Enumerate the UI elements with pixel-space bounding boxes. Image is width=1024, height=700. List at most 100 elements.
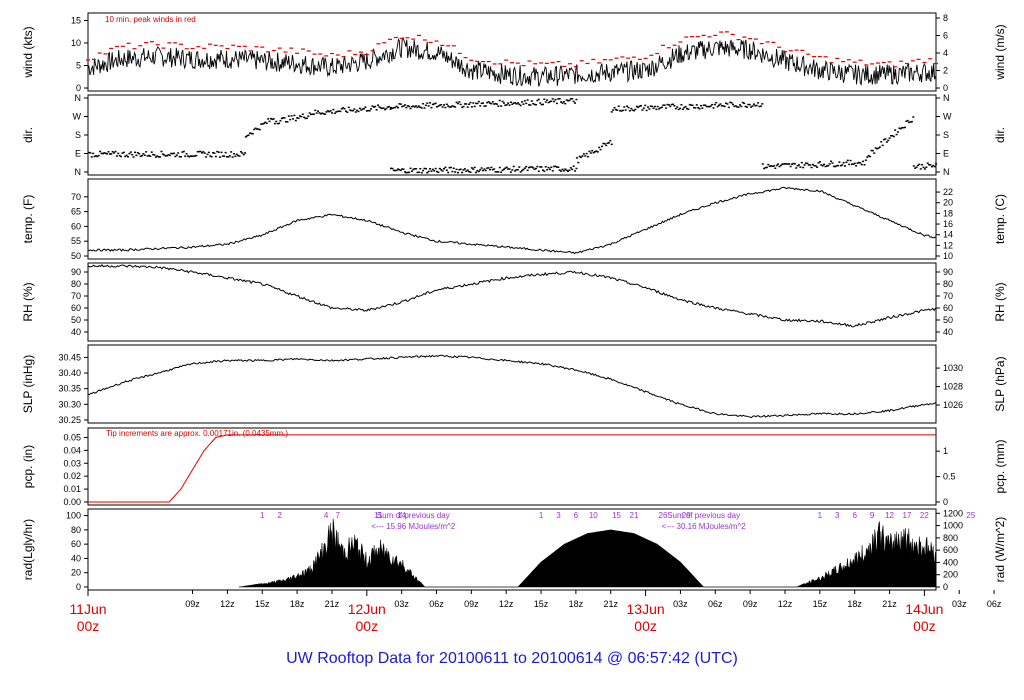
wind-peak-mark [713,34,718,37]
dir-point [771,165,774,168]
dir-point [926,162,929,164]
dir-point [757,102,760,104]
dir-ytick-label-right: N [943,93,950,103]
slp-ytick-label-left: 30.25 [58,415,81,425]
dir-point [838,161,841,163]
x-tick-label: 18z [847,599,862,609]
dir-point [932,164,935,167]
dir-point [880,141,883,143]
wind-peak-mark [213,44,218,46]
dir-point [740,105,743,108]
dir-point [388,105,391,108]
wind-peak-mark [312,53,317,55]
x-day-zulu-label: 00z [77,618,100,634]
dir-point [665,107,668,109]
dir-point [863,164,866,166]
dir-point [797,164,800,166]
x-tick-label: 15z [255,599,270,609]
dir-point [617,105,620,108]
rh-ytick-label-right: 90 [943,267,953,277]
dir-point [235,153,238,156]
dir-point [410,105,413,108]
x-tick-label: 03z [394,599,409,609]
dir-point [600,145,603,148]
wind-peak-mark [190,47,195,50]
dir-point [660,106,663,109]
wind-peak-mark [817,55,822,58]
dir-point [344,110,347,112]
dir-point [734,105,737,107]
temp-ylabel-right: temp. (C) [993,194,1007,244]
dir-point [673,104,676,107]
dir-point [853,162,856,165]
dir-point [367,109,370,112]
wind-peak-mark [341,56,346,58]
rad-total-label: Sum of previous day [377,511,450,520]
dir-point [894,129,897,131]
wind-peak-mark [260,46,265,48]
dir-point [515,169,518,171]
dir-point [933,165,936,168]
temp-ytick-label-left: 70 [71,192,81,202]
wind-peak-mark [196,46,201,48]
dir-point [725,102,728,105]
dir-point [873,152,876,154]
dir-point [891,134,894,137]
dir-point [475,102,478,105]
dir-point [727,106,730,109]
rh-ytick-label-right: 50 [943,315,953,325]
dir-point [767,163,770,166]
wind-peak-mark [463,57,468,59]
wind-peak-mark [678,41,683,43]
dir-point [415,168,418,170]
dir-point [241,152,244,154]
dir-point [282,117,285,119]
wind-peak-mark [109,47,114,50]
rad-ytick-label-left: 0 [76,582,81,592]
dir-point [440,103,443,106]
dir-point [470,106,473,108]
dir-point [351,109,354,112]
wind-peak-mark [318,53,323,55]
dir-point [539,102,542,104]
dir-point [482,102,485,104]
dir-point [684,105,687,108]
rad-ylabel-right: rad (W/m^2) [993,517,1007,583]
dir-point [143,154,146,157]
dir-point [550,166,553,169]
rad-uv-label: 4 [324,511,329,520]
dir-point [390,167,393,170]
wind-peak-mark [573,66,578,68]
dir-point [110,153,113,155]
dir-point [441,106,444,108]
dir-point [372,106,375,108]
rh-ytick-label-left: 50 [71,315,81,325]
dir-point [124,155,127,158]
dir-point [589,152,592,154]
temp-ytick-label-left: 65 [71,207,81,217]
dir-point [919,168,922,170]
dir-point [830,160,833,163]
dir-frame [87,94,937,176]
wind-peak-mark [806,53,811,55]
dir-point [584,155,587,157]
wind-peak-mark [846,59,851,61]
slp-ytick-label-right: 1026 [943,400,963,410]
x-tick-label: 09z [464,599,479,609]
dir-point [857,161,860,164]
x-tick-label: 09z [185,599,200,609]
dir-point [501,169,504,171]
dir-point [656,105,659,108]
dir-point [505,104,508,106]
dir-point [396,168,399,170]
dir-point [640,104,643,107]
dir-point [525,102,528,105]
dir-point [528,104,531,106]
rad-uv-label: 11 [374,511,383,520]
dir-point [772,165,775,167]
dir-point [562,100,565,103]
rad-ytick-label-right: 800 [943,533,958,543]
temp-ytick-label-right: 22 [943,187,953,197]
dir-point [695,104,698,106]
